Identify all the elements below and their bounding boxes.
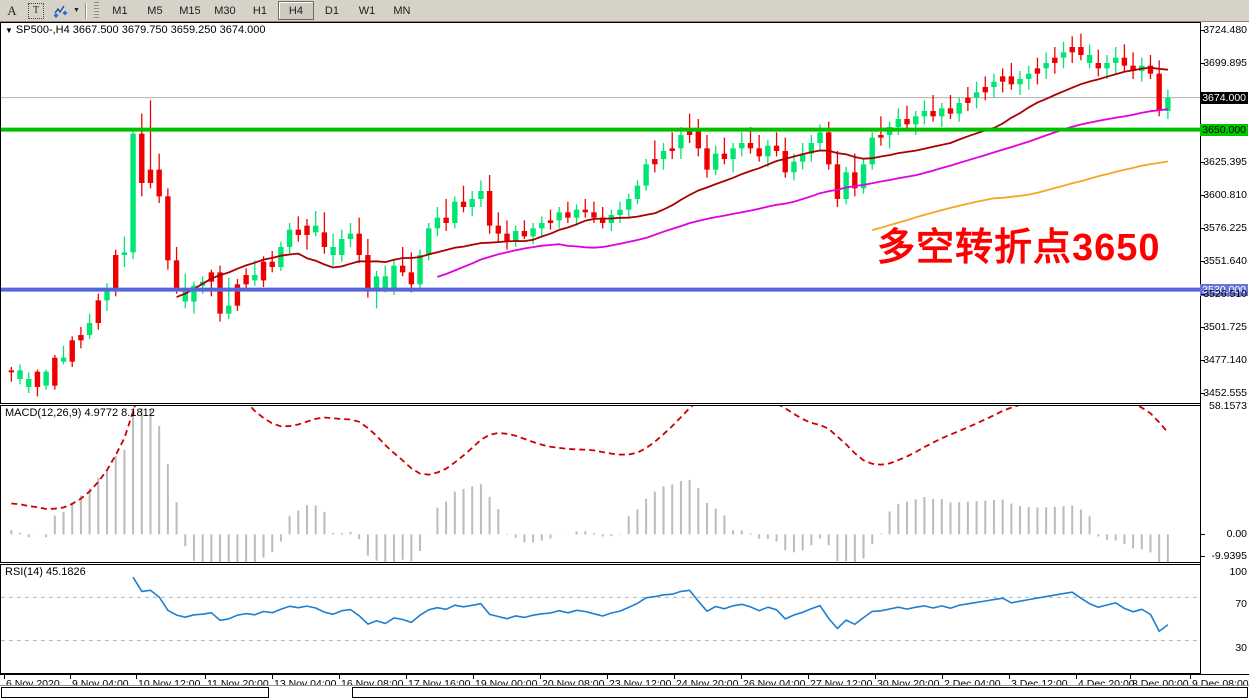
time-tick <box>741 675 742 679</box>
macd-axis-label-0.00: 0.00 <box>1226 528 1247 541</box>
time-tick <box>272 675 273 679</box>
timeframe-d1[interactable]: D1 <box>324 4 339 17</box>
chart-area: ▼ SP500-,H4 3667.500 3679.750 3659.250 36… <box>0 22 1249 694</box>
chevron-down-icon[interactable]: ▼ <box>73 7 80 14</box>
objects-list-icon[interactable] <box>48 1 72 21</box>
text-box-icon[interactable]: T <box>24 1 48 21</box>
toolbar-grip[interactable] <box>93 2 99 19</box>
scrollbar-thumb[interactable] <box>352 687 1248 698</box>
price-axis-label-3600-810: 3600.810 <box>1203 189 1247 202</box>
price-tick <box>1201 327 1205 329</box>
macd-tick <box>1201 534 1205 536</box>
price-axis-label-3625-395: 3625.395 <box>1203 156 1247 169</box>
macd-tick <box>1201 556 1205 558</box>
time-tick <box>473 675 474 679</box>
price-tick <box>1201 30 1205 32</box>
timeframe-h4[interactable]: H4 <box>277 1 314 20</box>
time-tick <box>1190 675 1191 679</box>
timeframe-m5[interactable]: M5 <box>147 4 163 17</box>
time-tick <box>205 675 206 679</box>
time-tick <box>4 675 5 679</box>
toolbar-separator <box>84 2 87 19</box>
price-axis-label-3501-725: 3501.725 <box>1203 321 1247 334</box>
timeframe-m30[interactable]: M30 <box>214 4 236 17</box>
horizontal-scrollbar[interactable] <box>0 685 1249 699</box>
time-tick <box>942 675 943 679</box>
macd-axis-label--9.9395: -9.9395 <box>1211 550 1247 563</box>
scrollbar-track-left[interactable] <box>1 687 269 698</box>
time-tick <box>1130 675 1131 679</box>
rsi-axis-label-100: 100 <box>1229 566 1247 578</box>
macd-label: MACD(12,26,9) 4.9772 8.1812 <box>5 407 155 419</box>
price-axis[interactable]: 3724.480 3699.895 3674.000 3650.000 3625.395… <box>1200 22 1249 686</box>
price-axis-label-3530-000: 3530.000 <box>1200 283 1248 296</box>
time-tick <box>808 675 809 679</box>
rsi-canvas[interactable] <box>1 565 1200 673</box>
price-tick <box>1201 195 1205 197</box>
price-axis-label-3526-510: 3526.510 <box>1203 288 1247 301</box>
macd-panel[interactable]: MACD(12,26,9) 4.9772 8.1812 <box>0 405 1200 563</box>
time-tick <box>674 675 675 679</box>
timeframe-m1[interactable]: M1 <box>112 4 128 17</box>
timeframe-bar: M1 M5 M15 M30 H1 H4 D1 W1 MN <box>103 1 420 20</box>
price-tick <box>1201 294 1205 296</box>
price-tick <box>1201 360 1205 362</box>
time-tick <box>406 675 407 679</box>
macd-axis-label-58.1573: 58.1573 <box>1209 400 1247 412</box>
time-tick <box>1009 675 1010 679</box>
chart-annotation-text: 多空转折点3650 <box>877 227 1161 269</box>
price-tick <box>1201 392 1205 394</box>
price-axis-label-3724-480: 3724.480 <box>1203 24 1247 37</box>
time-tick <box>136 675 137 679</box>
time-tick <box>607 675 608 679</box>
price-axis-label-3699-895: 3699.895 <box>1203 57 1247 70</box>
price-tick <box>1201 260 1205 262</box>
time-tick <box>339 675 340 679</box>
rsi-axis-label-70: 70 <box>1235 598 1247 611</box>
time-tick <box>70 675 71 679</box>
symbol-ohlc-text: SP500-,H4 3667.500 3679.750 3659.250 367… <box>15 24 266 36</box>
timeframe-m15[interactable]: M15 <box>179 4 201 17</box>
timeframe-mn[interactable]: MN <box>393 4 411 17</box>
price-axis-label-3477-140: 3477.140 <box>1203 354 1247 367</box>
price-tick <box>1201 162 1205 164</box>
text-label-icon[interactable]: A <box>7 2 17 18</box>
chart-symbol-header: ▼ SP500-,H4 3667.500 3679.750 3659.250 36… <box>5 24 265 36</box>
rsi-label: RSI(14) 45.1826 <box>5 566 86 578</box>
timeframe-h1[interactable]: H1 <box>252 4 267 17</box>
price-tick <box>1201 228 1205 230</box>
time-tick <box>875 675 876 679</box>
price-axis-label-3576-225: 3576.225 <box>1203 222 1247 235</box>
price-axis-label-3551-640: 3551.640 <box>1203 254 1247 267</box>
time-tick <box>540 675 541 679</box>
timeframe-w1[interactable]: W1 <box>358 4 376 17</box>
price-canvas[interactable] <box>1 23 1200 403</box>
price-axis-label-3452-555: 3452.555 <box>1203 386 1247 399</box>
rsi-axis-label-30: 30 <box>1235 641 1247 654</box>
time-tick <box>1076 675 1077 679</box>
price-axis-label-3674-000: 3674.000 <box>1200 91 1248 104</box>
rsi-panel[interactable]: RSI(14) 45.1826 <box>0 564 1200 674</box>
price-axis-label-3650-000: 3650.000 <box>1200 123 1248 136</box>
chart-toolbar: A T ▼ M1 M5 M15 M30 H1 H4 D1 W1 MN <box>0 0 1249 22</box>
price-panel[interactable]: ▼ SP500-,H4 3667.500 3679.750 3659.250 36… <box>0 22 1200 404</box>
collapse-icon[interactable]: ▼ <box>5 26 13 35</box>
price-tick <box>1201 63 1205 65</box>
macd-canvas[interactable] <box>1 406 1200 562</box>
